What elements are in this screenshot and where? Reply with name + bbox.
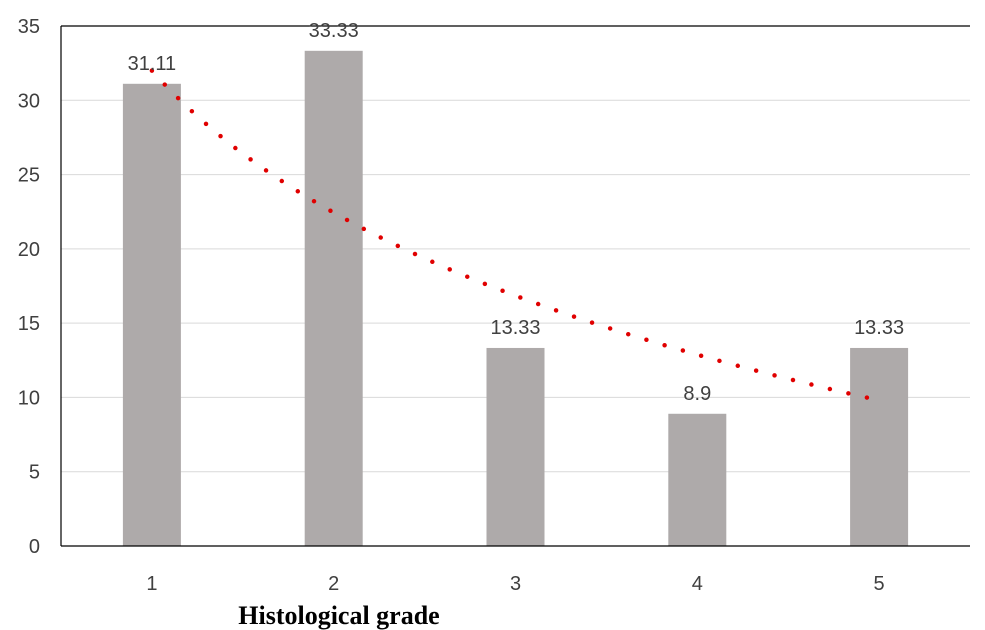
bar xyxy=(486,347,545,546)
bar xyxy=(304,50,363,546)
y-tick-label: 10 xyxy=(18,387,40,409)
data-label: 33.33 xyxy=(309,20,359,42)
axes xyxy=(60,25,970,547)
x-tick-label: 5 xyxy=(874,573,885,595)
x-axis-title: Histological grade xyxy=(238,601,439,630)
gridlines xyxy=(61,99,970,473)
x-tick-label: 1 xyxy=(146,573,157,595)
trendline xyxy=(149,68,882,403)
bars xyxy=(122,50,909,547)
bar xyxy=(668,413,727,546)
x-tick-label: 2 xyxy=(328,573,339,595)
data-labels: 31.11 33.33 13.33 8.9 13.33 xyxy=(128,20,905,405)
x-tick-labels: 1 2 3 4 5 xyxy=(146,573,884,595)
trendline-path xyxy=(149,68,882,403)
y-tick-label: 15 xyxy=(18,313,40,335)
x-tick-label: 4 xyxy=(692,573,703,595)
y-tick-labels: 0 5 10 15 20 25 30 35 xyxy=(18,16,40,558)
y-tick-label: 20 xyxy=(18,239,40,261)
y-tick-label: 35 xyxy=(18,16,40,38)
y-tick-label: 5 xyxy=(29,462,40,484)
data-label: 13.33 xyxy=(854,317,904,339)
x-tick-label: 3 xyxy=(510,573,521,595)
data-label: 13.33 xyxy=(490,317,540,339)
data-label: 31.11 xyxy=(128,53,177,75)
y-tick-label: 0 xyxy=(29,536,40,558)
bar xyxy=(850,347,909,546)
data-label: 8.9 xyxy=(683,383,711,405)
bar xyxy=(122,83,181,547)
y-tick-label: 30 xyxy=(18,90,40,112)
y-tick-label: 25 xyxy=(18,165,40,187)
